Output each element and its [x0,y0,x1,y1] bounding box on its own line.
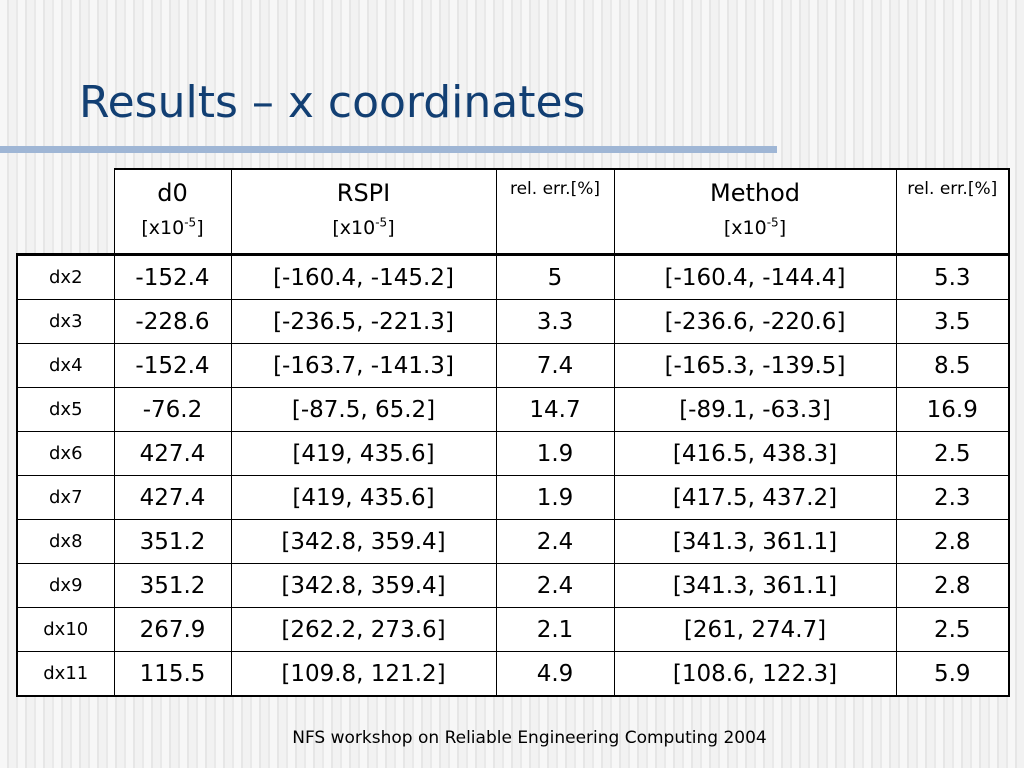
d0-value: 115.5 [113,651,232,697]
rspi-rel-err: 2.1 [495,607,615,652]
rspi-rel-err: 14.7 [495,387,615,432]
header-rspi-rel-err-label: rel. err.[%] [509,179,600,199]
method-rel-err: 2.5 [895,431,1010,476]
header-corner-cell [17,169,115,255]
table-row: dx7 427.4 [419, 435.6] 1.9 [417.5, 437.2… [16,475,1010,520]
method-interval: [341.3, 361.1] [613,519,897,564]
method-interval: [108.6, 122.3] [613,651,897,697]
method-interval: [341.3, 361.1] [613,563,897,608]
row-label: dx6 [16,431,115,476]
method-rel-err: 3.5 [895,299,1010,344]
unit-suffix: ] [196,217,204,239]
rspi-interval: [109.8, 121.2] [230,651,497,697]
method-rel-err: 2.5 [895,607,1010,652]
header-rspi-rel-err: rel. err.[%] [495,168,615,255]
rspi-rel-err: 5 [495,254,615,300]
method-rel-err: 8.5 [895,343,1010,388]
rspi-rel-err: 3.3 [495,299,615,344]
table-row: dx5 -76.2 [-87.5, 65.2] 14.7 [-89.1, -63… [16,387,1010,432]
header-rspi-unit: [x10-5] [232,214,495,242]
row-label: dx3 [16,299,115,344]
d0-value: -152.4 [113,254,232,300]
rspi-rel-err: 1.9 [495,475,615,520]
row-label: dx11 [16,651,115,697]
header-d0: d0 [x10-5] [113,168,232,255]
rspi-interval: [-87.5, 65.2] [230,387,497,432]
rspi-interval: [419, 435.6] [230,431,497,476]
title-underline [0,146,777,153]
table-row: dx10 267.9 [262.2, 273.6] 2.1 [261, 274.… [16,607,1010,652]
method-rel-err: 2.3 [895,475,1010,520]
d0-value: 427.4 [113,431,232,476]
unit-exponent: -5 [184,215,197,230]
rspi-rel-err: 7.4 [495,343,615,388]
header-method-unit: [x10-5] [615,214,895,242]
row-label: dx8 [16,519,115,564]
method-rel-err: 5.3 [895,254,1010,300]
table-row: dx8 351.2 [342.8, 359.4] 2.4 [341.3, 361… [16,519,1010,564]
results-table: d0 [x10-5] RSPI [x10-5] rel. err.[%] Met… [16,168,1010,697]
rspi-interval: [-236.5, -221.3] [230,299,497,344]
d0-value: 351.2 [113,519,232,564]
table-row: dx4 -152.4 [-163.7, -141.3] 7.4 [-165.3,… [16,343,1010,388]
header-method-label: Method [709,179,800,207]
d0-value: -228.6 [113,299,232,344]
unit-prefix: [x10 [332,217,376,239]
d0-value: 351.2 [113,563,232,608]
header-d0-label: d0 [157,179,188,207]
slide-footer: NFS workshop on Reliable Engineering Com… [292,728,767,748]
method-rel-err: 5.9 [895,651,1010,697]
header-method: Method [x10-5] [613,168,897,255]
method-interval: [417.5, 437.2] [613,475,897,520]
method-interval: [-236.6, -220.6] [613,299,897,344]
unit-prefix: [x10 [723,217,767,239]
table-row: dx11 115.5 [109.8, 121.2] 4.9 [108.6, 12… [16,651,1010,697]
method-interval: [-89.1, -63.3] [613,387,897,432]
rspi-interval: [262.2, 273.6] [230,607,497,652]
row-label: dx7 [16,475,115,520]
row-label: dx10 [16,607,115,652]
method-interval: [-165.3, -139.5] [613,343,897,388]
method-rel-err: 2.8 [895,519,1010,564]
method-rel-err: 2.8 [895,563,1010,608]
unit-exponent: -5 [375,215,388,230]
unit-suffix: ] [387,217,395,239]
method-interval: [-160.4, -144.4] [613,254,897,300]
table-row: dx3 -228.6 [-236.5, -221.3] 3.3 [-236.6,… [16,299,1010,344]
header-method-rel-err-label: rel. err.[%] [907,179,998,199]
rspi-rel-err: 2.4 [495,519,615,564]
d0-value: -76.2 [113,387,232,432]
row-label: dx5 [16,387,115,432]
row-label: dx2 [16,254,115,300]
d0-value: 267.9 [113,607,232,652]
unit-exponent: -5 [766,215,779,230]
row-label: dx9 [16,563,115,608]
table-row: dx2 -152.4 [-160.4, -145.2] 5 [-160.4, -… [16,254,1010,300]
table-row: dx6 427.4 [419, 435.6] 1.9 [416.5, 438.3… [16,431,1010,476]
header-rspi-label: RSPI [336,179,391,207]
rspi-interval: [-163.7, -141.3] [230,343,497,388]
d0-value: 427.4 [113,475,232,520]
header-d0-unit: [x10-5] [115,214,230,242]
method-interval: [261, 274.7] [613,607,897,652]
rspi-interval: [-160.4, -145.2] [230,254,497,300]
rspi-interval: [342.8, 359.4] [230,519,497,564]
d0-value: -152.4 [113,343,232,388]
slide-title: Results – x coordinates [79,77,586,128]
method-interval: [416.5, 438.3] [613,431,897,476]
header-method-rel-err: rel. err.[%] [895,168,1010,255]
unit-suffix: ] [778,217,787,239]
rspi-rel-err: 4.9 [495,651,615,697]
rspi-rel-err: 1.9 [495,431,615,476]
row-label: dx4 [16,343,115,388]
unit-prefix: [x10 [141,217,185,239]
table-header-row: d0 [x10-5] RSPI [x10-5] rel. err.[%] Met… [17,168,1010,255]
rspi-interval: [342.8, 359.4] [230,563,497,608]
method-rel-err: 16.9 [895,387,1010,432]
header-rspi: RSPI [x10-5] [230,168,497,255]
table-row: dx9 351.2 [342.8, 359.4] 2.4 [341.3, 361… [16,563,1010,608]
rspi-interval: [419, 435.6] [230,475,497,520]
rspi-rel-err: 2.4 [495,563,615,608]
